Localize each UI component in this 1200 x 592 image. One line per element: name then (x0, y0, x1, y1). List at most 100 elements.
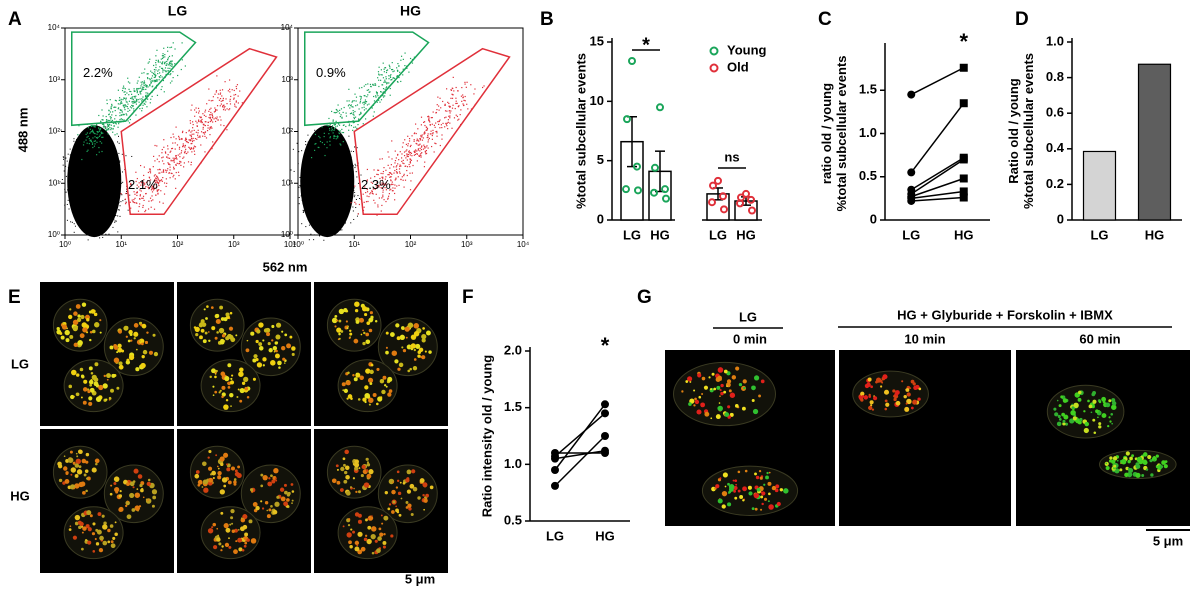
event-dot (139, 195, 141, 197)
event-dot (158, 189, 160, 191)
event-dot (329, 188, 331, 190)
event-dot (98, 221, 100, 223)
event-dot (327, 171, 329, 173)
event-dot (429, 133, 431, 135)
event-dot (84, 190, 86, 192)
event-dot (400, 55, 403, 57)
event-dot (376, 185, 379, 187)
event-dot (139, 198, 141, 200)
event-dot (163, 47, 165, 49)
event-dot (178, 162, 181, 165)
granule (763, 483, 766, 486)
event-dot (223, 107, 225, 109)
event-dot (87, 201, 89, 203)
event-dot (334, 177, 336, 179)
event-dot (333, 192, 335, 194)
event-dot (127, 81, 130, 83)
event-dot (302, 178, 304, 180)
granule (275, 349, 278, 353)
x-tick-label: 10⁰ (59, 240, 71, 249)
event-dot (109, 157, 111, 159)
event-dot (90, 184, 92, 186)
granule (248, 519, 253, 524)
granule (689, 380, 692, 383)
granule (98, 548, 104, 553)
event-dot (298, 151, 300, 153)
event-dot (343, 182, 345, 184)
event-dot (89, 222, 91, 224)
event-dot (325, 187, 327, 189)
event-dot (336, 175, 338, 177)
event-dot (219, 93, 221, 95)
event-dot (326, 146, 328, 148)
granule (717, 406, 721, 410)
granule (67, 457, 74, 463)
event-dot (87, 170, 89, 172)
event-dot (170, 63, 172, 65)
granule (381, 389, 386, 395)
event-dot (151, 95, 153, 98)
event-dot (106, 197, 108, 199)
event-dot (107, 120, 109, 122)
event-dot (154, 179, 156, 181)
event-dot (320, 196, 322, 198)
granule (401, 346, 404, 349)
granule (216, 465, 219, 468)
event-dot (222, 100, 224, 102)
granule (738, 383, 743, 387)
event-dot (362, 193, 364, 195)
event-dot (350, 202, 352, 204)
granule (376, 402, 379, 406)
event-dot (103, 178, 105, 180)
event-dot (345, 172, 347, 174)
granule (68, 314, 73, 320)
granule (219, 305, 224, 310)
event-dot (117, 107, 120, 109)
event-dot (323, 162, 325, 164)
event-dot (104, 179, 106, 181)
event-dot (92, 137, 94, 139)
event-dot (94, 156, 96, 158)
event-dot (151, 79, 153, 82)
event-dot (150, 98, 152, 100)
event-dot (93, 182, 95, 184)
event-dot (348, 193, 350, 195)
event-dot (86, 132, 89, 134)
event-dot (305, 174, 307, 176)
event-dot (182, 130, 184, 132)
event-dot (338, 193, 340, 195)
event-dot (370, 177, 372, 179)
event-dot (464, 81, 466, 83)
event-dot (394, 160, 397, 162)
granule (368, 403, 371, 406)
granule (721, 490, 728, 497)
event-dot (331, 191, 333, 193)
event-dot (441, 138, 443, 140)
granule (1120, 458, 1127, 465)
granule (1083, 410, 1086, 413)
granule (385, 350, 389, 355)
event-dot (397, 70, 399, 72)
event-dot (91, 191, 93, 193)
event-dot (87, 183, 89, 185)
event-dot (378, 74, 380, 76)
event-dot (102, 223, 104, 225)
granule (1142, 460, 1148, 465)
event-dot (131, 97, 133, 99)
event-dot (72, 171, 74, 173)
granule (211, 326, 216, 331)
granule (275, 334, 281, 340)
event-dot (110, 196, 112, 198)
granule (1056, 399, 1059, 402)
event-dot (339, 160, 341, 162)
event-dot (98, 185, 100, 187)
event-dot (321, 158, 323, 160)
event-dot (339, 149, 341, 151)
event-dot (107, 192, 109, 194)
event-dot (381, 184, 383, 186)
event-dot (155, 62, 157, 64)
event-dot (368, 103, 370, 105)
event-dot (82, 155, 84, 157)
event-dot (66, 160, 68, 162)
event-dot (306, 162, 308, 164)
